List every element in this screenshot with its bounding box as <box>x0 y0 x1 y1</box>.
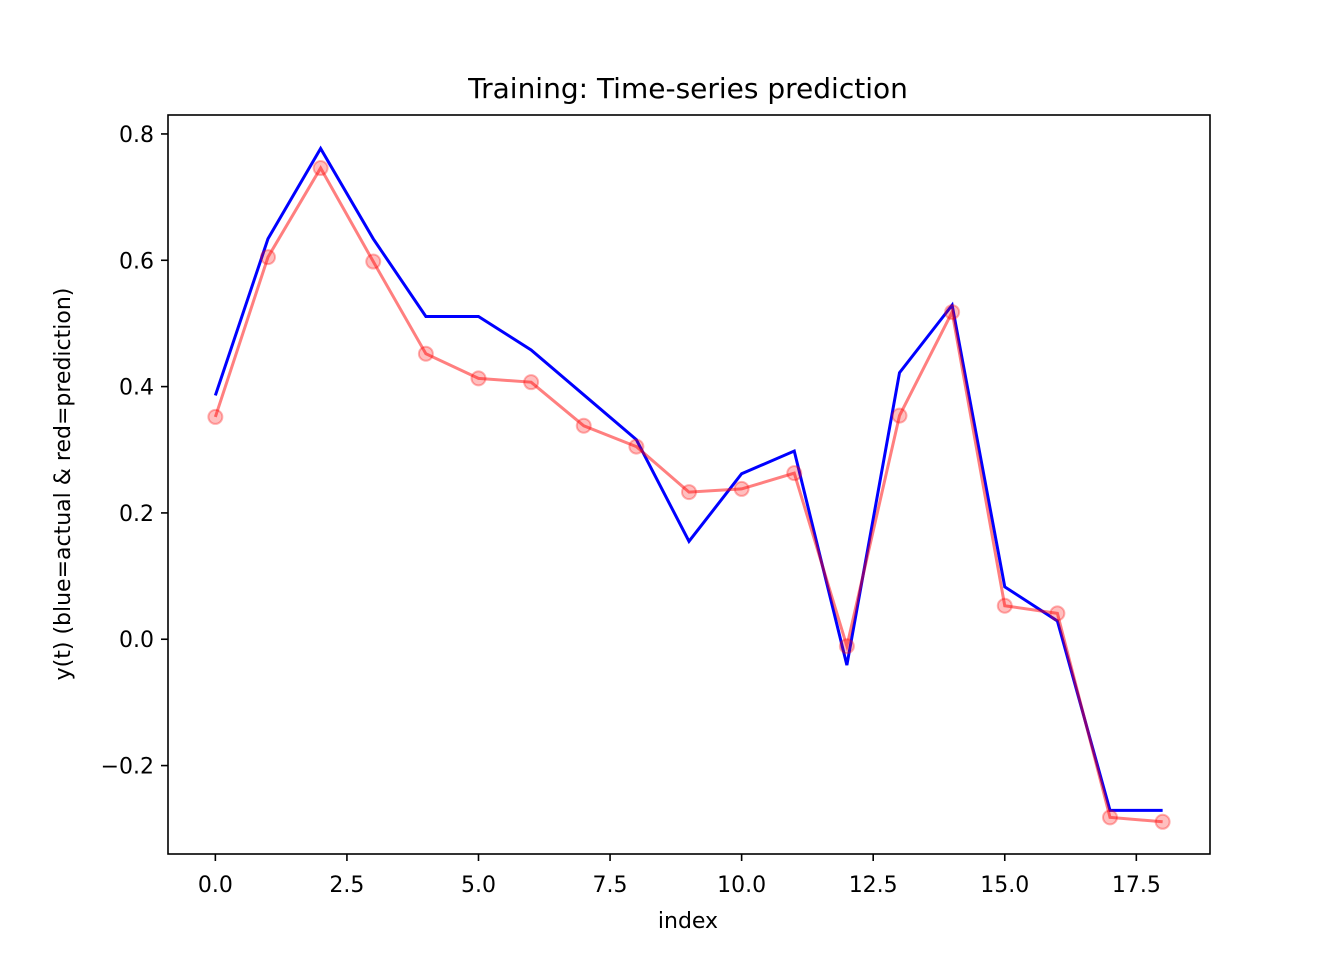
y-tick-label: 0.2 <box>119 502 154 527</box>
y-tick-label: 0.6 <box>119 249 154 274</box>
chart-title: Training: Time-series prediction <box>467 72 908 105</box>
y-axis: −0.2 0.0 0.2 0.4 0.6 0.8 <box>101 123 168 780</box>
series-prediction <box>207 160 1171 830</box>
data-point-prediction <box>470 370 487 387</box>
y-tick-label: −0.2 <box>101 755 154 780</box>
series-line-actual <box>213 145 1163 812</box>
x-tick-label: 2.5 <box>329 873 364 898</box>
x-tick-label: 0.0 <box>198 873 233 898</box>
x-axis-label: index <box>658 909 718 934</box>
data-point-prediction <box>944 304 961 321</box>
data-point-prediction <box>523 374 540 391</box>
series-actual <box>213 145 1163 812</box>
x-axis: 0.0 2.5 5.0 7.5 10.0 12.5 15.0 17.5 <box>198 854 1161 898</box>
data-point-prediction <box>681 484 697 501</box>
data-point-prediction <box>996 597 1013 614</box>
data-point-prediction <box>1102 809 1119 826</box>
plot-area <box>207 145 1171 830</box>
data-point-prediction <box>1049 605 1066 622</box>
x-tick-label: 15.0 <box>980 873 1029 898</box>
data-point-prediction <box>259 249 276 266</box>
y-tick-label: 0.0 <box>119 628 154 653</box>
data-point-prediction <box>733 480 750 497</box>
data-point-prediction <box>628 438 645 455</box>
data-point-prediction <box>786 465 803 482</box>
data-point-prediction <box>312 160 329 177</box>
x-tick-label: 7.5 <box>593 873 628 898</box>
data-point-prediction <box>838 638 855 655</box>
x-tick-label: 5.0 <box>461 873 496 898</box>
data-point-prediction <box>891 407 908 424</box>
x-tick-label: 12.5 <box>849 873 898 898</box>
y-tick-label: 0.8 <box>119 123 154 148</box>
data-point-prediction <box>575 417 592 434</box>
data-point-prediction <box>417 345 434 362</box>
y-tick-label: 0.4 <box>119 376 154 401</box>
plot-frame <box>167 114 1211 855</box>
data-point-prediction <box>207 408 224 425</box>
series-line-prediction <box>213 165 1163 824</box>
x-tick-label: 17.5 <box>1112 873 1161 898</box>
data-point-prediction <box>365 253 382 270</box>
y-axis-label: y(t) (blue=actual & red=prediction) <box>51 288 76 681</box>
x-tick-label: 10.0 <box>717 873 766 898</box>
data-point-prediction <box>1154 813 1171 830</box>
